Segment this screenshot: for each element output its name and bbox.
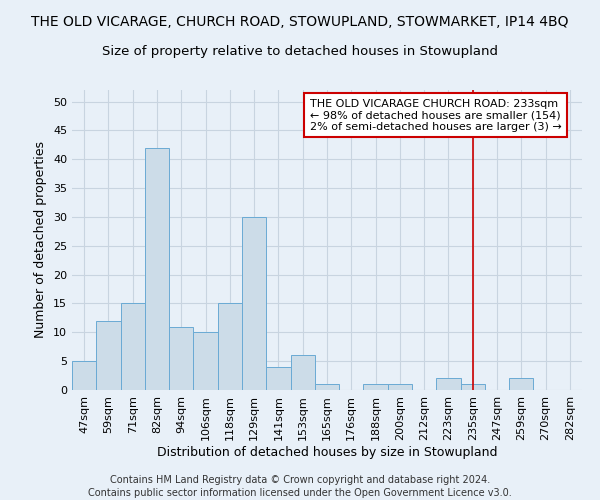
Bar (193, 332, 218, 390)
Text: THE OLD VICARAGE, CHURCH ROAD, STOWUPLAND, STOWMARKET, IP14 4BQ: THE OLD VICARAGE, CHURCH ROAD, STOWUPLAN… (31, 15, 569, 29)
Bar (290, 356, 315, 390)
Y-axis label: Number of detached properties: Number of detached properties (34, 142, 47, 338)
Text: Size of property relative to detached houses in Stowupland: Size of property relative to detached ho… (102, 45, 498, 58)
Bar (315, 384, 339, 390)
Bar (461, 384, 485, 390)
Bar (72, 361, 96, 390)
Bar (509, 378, 533, 390)
Text: Contains public sector information licensed under the Open Government Licence v3: Contains public sector information licen… (88, 488, 512, 498)
Bar (266, 367, 290, 390)
Bar (169, 326, 193, 390)
Text: Contains HM Land Registry data © Crown copyright and database right 2024.: Contains HM Land Registry data © Crown c… (110, 475, 490, 485)
Bar (145, 148, 169, 390)
Bar (96, 321, 121, 390)
Bar (242, 217, 266, 390)
Bar (218, 304, 242, 390)
Text: THE OLD VICARAGE CHURCH ROAD: 233sqm
← 98% of detached houses are smaller (154)
: THE OLD VICARAGE CHURCH ROAD: 233sqm ← 9… (310, 98, 562, 132)
Bar (388, 384, 412, 390)
X-axis label: Distribution of detached houses by size in Stowupland: Distribution of detached houses by size … (157, 446, 497, 458)
Bar (364, 384, 388, 390)
Bar (121, 304, 145, 390)
Bar (436, 378, 461, 390)
